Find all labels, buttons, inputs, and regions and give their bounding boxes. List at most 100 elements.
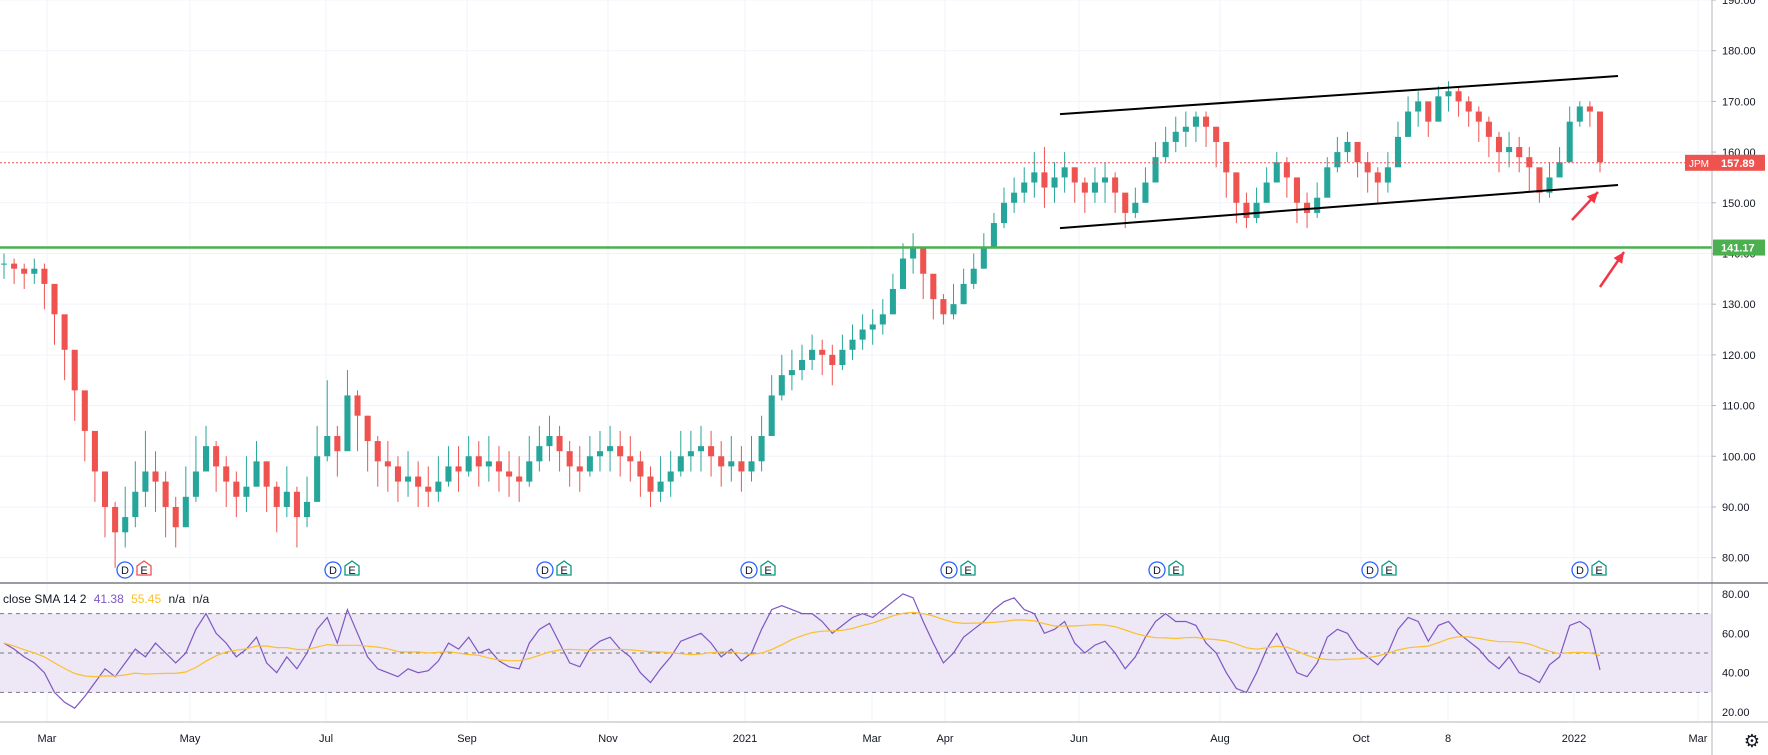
candle [273, 486, 280, 507]
time-tick-label: May [180, 733, 201, 745]
candle [41, 268, 48, 284]
time-tick-label: 2022 [1562, 733, 1586, 745]
candle [1314, 197, 1321, 213]
dividend-badge-label: D [1576, 565, 1584, 577]
price-tick-label: 80.00 [1722, 553, 1750, 565]
dividend-badge-label: D [1366, 565, 1374, 577]
candle [586, 456, 593, 472]
candle [940, 299, 947, 315]
candle [1455, 91, 1462, 102]
dividend-badge-label: D [121, 565, 129, 577]
candle [213, 446, 220, 467]
candle [980, 248, 987, 269]
candle [1172, 131, 1179, 142]
candle [374, 441, 381, 462]
candle [11, 263, 18, 269]
candle [304, 501, 311, 518]
candle [526, 461, 533, 482]
candle [314, 456, 321, 502]
price-tick-label: 100.00 [1722, 451, 1756, 463]
horizontal-level-label: 141.17 [1721, 243, 1755, 255]
candle [0, 263, 8, 265]
candle [1122, 192, 1129, 213]
candle [1102, 177, 1109, 183]
candle [405, 476, 412, 482]
channel-upper-line [1059, 75, 1619, 116]
time-tick-label: Oct [1352, 733, 1369, 745]
price-tick-label: 120.00 [1722, 350, 1756, 362]
candle [930, 273, 937, 300]
candle [1182, 126, 1189, 132]
candle [334, 435, 341, 452]
candle [697, 446, 705, 452]
candle [576, 466, 583, 472]
candle [1344, 141, 1351, 153]
rsi-legend-na-2: n/a [192, 592, 210, 606]
candle [1243, 202, 1250, 218]
candle [990, 223, 997, 249]
candle [1223, 141, 1230, 173]
candle [475, 456, 482, 467]
candle [1536, 167, 1543, 193]
candle [1152, 157, 1159, 183]
earnings-badge-label: E [964, 565, 971, 577]
price-tick-label: 170.00 [1722, 96, 1756, 108]
candle [839, 349, 846, 366]
candlestick-series [0, 81, 1604, 568]
candle [879, 314, 886, 325]
candle [1546, 177, 1553, 193]
earnings-badge [960, 560, 976, 576]
earnings-badge [344, 560, 360, 576]
dividend-badge-label: D [1153, 565, 1161, 577]
candle [506, 471, 513, 477]
candle [1273, 162, 1280, 183]
price-tick-label: 90.00 [1722, 502, 1750, 514]
candle [920, 248, 927, 274]
rsi-line [3, 593, 1601, 709]
candle [798, 359, 806, 371]
candle [1011, 192, 1018, 203]
candle [758, 435, 765, 462]
candle [1465, 101, 1472, 112]
gear-icon[interactable]: ⚙ [1743, 731, 1761, 751]
candle [1394, 136, 1402, 168]
earnings-badge [1591, 560, 1607, 576]
candle [768, 395, 775, 436]
rsi-legend-na-1: n/a [168, 592, 186, 606]
candle [1091, 182, 1098, 193]
candle [1051, 177, 1058, 188]
earnings-badge-label: E [348, 565, 355, 577]
last-price-label: 157.89 [1721, 158, 1755, 170]
earnings-badge-label: E [1595, 565, 1602, 577]
candle [435, 481, 442, 492]
candle [1576, 106, 1583, 122]
time-tick-label: Mar [1689, 733, 1708, 745]
candle [1233, 172, 1240, 203]
earnings-badge [136, 560, 152, 576]
candle [778, 375, 785, 396]
candle [1526, 157, 1533, 168]
candle [21, 268, 28, 274]
candle [1566, 121, 1573, 163]
dividend-badge [116, 561, 134, 579]
rsi-legend-name: close SMA 14 2 [3, 592, 87, 606]
candle [647, 476, 654, 492]
candle [516, 476, 523, 482]
dividend-badge-label: D [541, 565, 549, 577]
candle [536, 446, 543, 462]
candle [51, 283, 58, 315]
dividend-badge [740, 561, 758, 579]
dividend-badge-label: D [945, 565, 953, 577]
candle [1283, 162, 1290, 178]
candle [152, 471, 159, 482]
candle [1112, 177, 1119, 193]
candle [849, 339, 856, 350]
candle [687, 451, 694, 457]
time-tick-label: Nov [598, 733, 618, 745]
candle [1445, 91, 1452, 97]
candle [1293, 177, 1300, 203]
earnings-badge [556, 560, 572, 576]
